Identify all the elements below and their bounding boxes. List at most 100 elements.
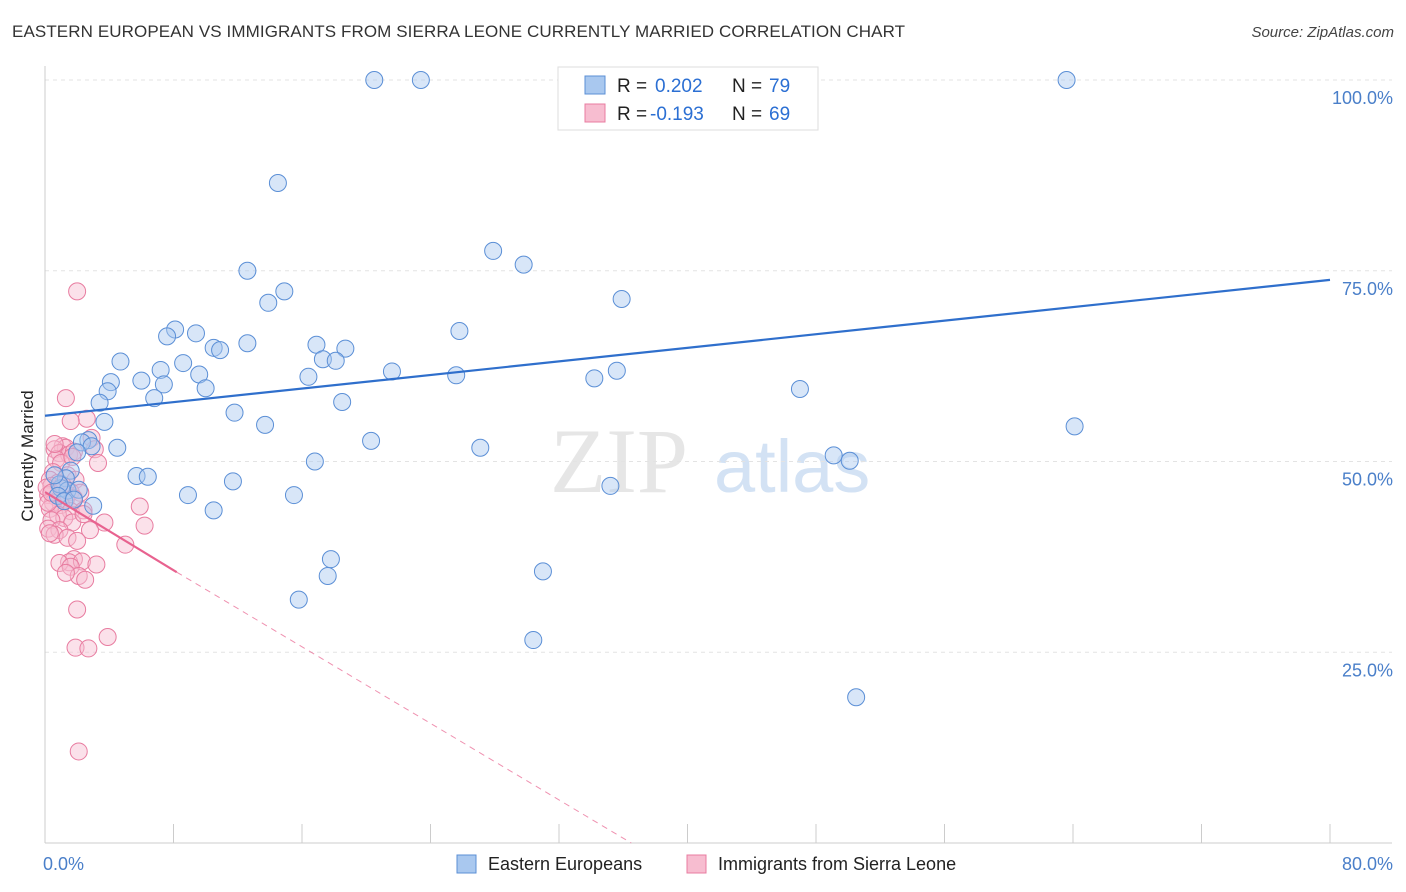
point-eastern-europeans xyxy=(284,486,303,505)
bottom-legend-sierra-leone: Immigrants from Sierra Leone xyxy=(718,854,956,874)
point-eastern-europeans xyxy=(1057,71,1076,89)
point-eastern-europeans xyxy=(365,71,384,89)
point-eastern-europeans xyxy=(289,590,308,609)
point-eastern-europeans xyxy=(68,443,87,462)
point-eastern-europeans xyxy=(450,322,469,341)
point-eastern-europeans xyxy=(333,392,352,411)
y-tick-labels: 25.0% 50.0% 75.0% 100.0% xyxy=(1332,88,1393,680)
point-eastern-europeans xyxy=(72,433,91,452)
point-eastern-europeans xyxy=(601,476,620,495)
point-eastern-europeans xyxy=(447,366,466,385)
trend-line-eastern-europeans xyxy=(44,278,1331,417)
legend-n-label-2: N = xyxy=(732,104,762,125)
point-eastern-europeans xyxy=(1065,417,1084,436)
point-eastern-europeans xyxy=(154,375,173,394)
legend-n-value-1: 79 xyxy=(769,76,790,97)
point-sierra-leone xyxy=(130,497,149,516)
legend-r-value-1: 0.202 xyxy=(655,76,703,97)
point-eastern-europeans xyxy=(238,261,257,280)
bottom-legend-eastern-europeans: Eastern Europeans xyxy=(488,854,642,874)
point-sierra-leone xyxy=(50,553,69,572)
point-sierra-leone xyxy=(40,524,59,543)
point-eastern-europeans xyxy=(138,467,157,486)
point-eastern-europeans xyxy=(840,451,859,470)
point-sierra-leone xyxy=(68,282,87,301)
point-sierra-leone xyxy=(72,552,91,571)
point-sierra-leone xyxy=(69,742,88,761)
point-eastern-europeans xyxy=(95,412,114,431)
point-sierra-leone xyxy=(116,535,135,554)
series-legend: Eastern Europeans Immigrants from Sierra… xyxy=(456,854,956,874)
point-sierra-leone xyxy=(87,555,106,574)
point-eastern-europeans xyxy=(299,367,318,386)
x-tick-label: 0.0% xyxy=(43,854,84,874)
point-eastern-europeans xyxy=(824,446,843,465)
x-tick-labels: 0.0% 80.0% xyxy=(43,854,1393,874)
chart-title: EASTERN EUROPEAN VS IMMIGRANTS FROM SIER… xyxy=(12,22,906,41)
watermark-atlas: atlas xyxy=(714,425,870,508)
point-sierra-leone xyxy=(89,454,108,473)
point-eastern-europeans xyxy=(204,501,223,520)
point-eastern-europeans xyxy=(132,371,151,390)
point-eastern-europeans xyxy=(145,389,164,408)
point-sierra-leone xyxy=(135,516,154,535)
trend-lines xyxy=(44,278,1331,844)
point-eastern-europeans xyxy=(178,486,197,505)
point-eastern-europeans xyxy=(471,438,490,457)
point-eastern-europeans xyxy=(111,352,130,371)
point-sierra-leone xyxy=(80,521,99,540)
source-credit: Source: ZipAtlas.com xyxy=(1251,24,1394,41)
point-eastern-europeans xyxy=(313,350,332,369)
point-sierra-leone xyxy=(76,570,95,589)
point-eastern-europeans xyxy=(533,562,552,581)
point-eastern-europeans xyxy=(151,360,170,379)
point-eastern-europeans xyxy=(45,466,64,485)
point-sierra-leone xyxy=(68,600,87,619)
legend-r-value-2: -0.193 xyxy=(650,104,704,125)
point-eastern-europeans xyxy=(524,631,543,650)
x-tick-label: 80.0% xyxy=(1342,854,1393,874)
bottom-legend-swatch-sierra-leone xyxy=(686,854,707,874)
point-eastern-europeans xyxy=(108,438,127,457)
y-tick-label: 75.0% xyxy=(1342,279,1393,299)
point-eastern-europeans xyxy=(50,475,69,494)
point-sierra-leone xyxy=(45,434,64,453)
point-sierra-leone xyxy=(68,531,87,550)
watermark-zip: ZIP xyxy=(550,410,688,512)
point-eastern-europeans xyxy=(336,339,355,358)
legend-swatch-eastern-europeans xyxy=(584,75,606,95)
point-eastern-europeans xyxy=(362,431,381,450)
point-eastern-europeans xyxy=(211,341,230,360)
correlation-legend: R = 0.202 N = 79 R = -0.193 N = 69 xyxy=(557,66,819,131)
point-sierra-leone xyxy=(61,412,80,431)
y-tick-label: 100.0% xyxy=(1332,88,1393,108)
point-eastern-europeans xyxy=(607,361,626,380)
point-eastern-europeans xyxy=(411,71,430,89)
point-sierra-leone xyxy=(98,627,117,646)
point-eastern-europeans xyxy=(514,255,533,274)
point-eastern-europeans xyxy=(186,324,205,343)
legend-n-label-1: N = xyxy=(732,76,762,97)
point-eastern-europeans xyxy=(238,334,257,353)
y-tick-label: 25.0% xyxy=(1342,660,1393,680)
point-eastern-europeans xyxy=(326,351,345,370)
point-eastern-europeans xyxy=(225,403,244,422)
point-eastern-europeans xyxy=(585,369,604,388)
point-eastern-europeans xyxy=(484,241,503,260)
trend-line-sierra-leone-extension xyxy=(176,571,632,844)
point-eastern-europeans xyxy=(790,380,809,399)
gridlines xyxy=(45,79,1392,653)
point-eastern-europeans xyxy=(223,472,242,491)
trend-line-sierra-leone xyxy=(44,491,178,574)
legend-r-label-2: R = xyxy=(617,104,647,125)
bottom-legend-swatch-eastern-europeans xyxy=(456,854,477,874)
point-eastern-europeans xyxy=(305,452,324,471)
point-eastern-europeans xyxy=(84,496,103,515)
point-eastern-europeans xyxy=(90,393,109,412)
legend-r-label-1: R = xyxy=(617,76,647,97)
point-sierra-leone xyxy=(56,389,75,408)
legend-swatch-sierra-leone xyxy=(584,103,606,123)
point-sierra-leone xyxy=(66,638,85,657)
legend-n-value-2: 69 xyxy=(769,104,790,125)
point-eastern-europeans xyxy=(318,566,337,585)
